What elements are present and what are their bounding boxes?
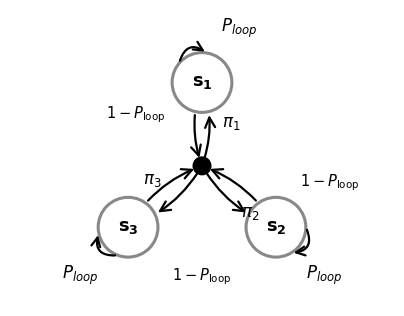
Text: $P_{loop}$: $P_{loop}$ xyxy=(62,264,98,287)
Text: $1 - P_{\mathrm{loop}}$: $1 - P_{\mathrm{loop}}$ xyxy=(106,105,166,125)
Text: $P_{loop}$: $P_{loop}$ xyxy=(221,17,257,40)
Text: $\pi_1$: $\pi_1$ xyxy=(223,114,241,131)
Text: $\pi_3$: $\pi_3$ xyxy=(143,171,162,189)
Text: $\mathbf{s_2}$: $\mathbf{s_2}$ xyxy=(265,218,286,236)
Text: $1 - P_{\mathrm{loop}}$: $1 - P_{\mathrm{loop}}$ xyxy=(173,266,231,287)
Circle shape xyxy=(172,52,232,112)
Circle shape xyxy=(193,157,211,175)
Text: $\mathbf{s_1}$: $\mathbf{s_1}$ xyxy=(191,74,213,92)
Text: $\pi_2$: $\pi_2$ xyxy=(240,204,259,222)
Text: $\mathbf{s_3}$: $\mathbf{s_3}$ xyxy=(118,218,139,236)
Text: $P_{loop}$: $P_{loop}$ xyxy=(306,264,342,287)
Circle shape xyxy=(246,197,306,257)
Circle shape xyxy=(98,197,158,257)
Text: $1 - P_{\mathrm{loop}}$: $1 - P_{\mathrm{loop}}$ xyxy=(299,172,359,193)
